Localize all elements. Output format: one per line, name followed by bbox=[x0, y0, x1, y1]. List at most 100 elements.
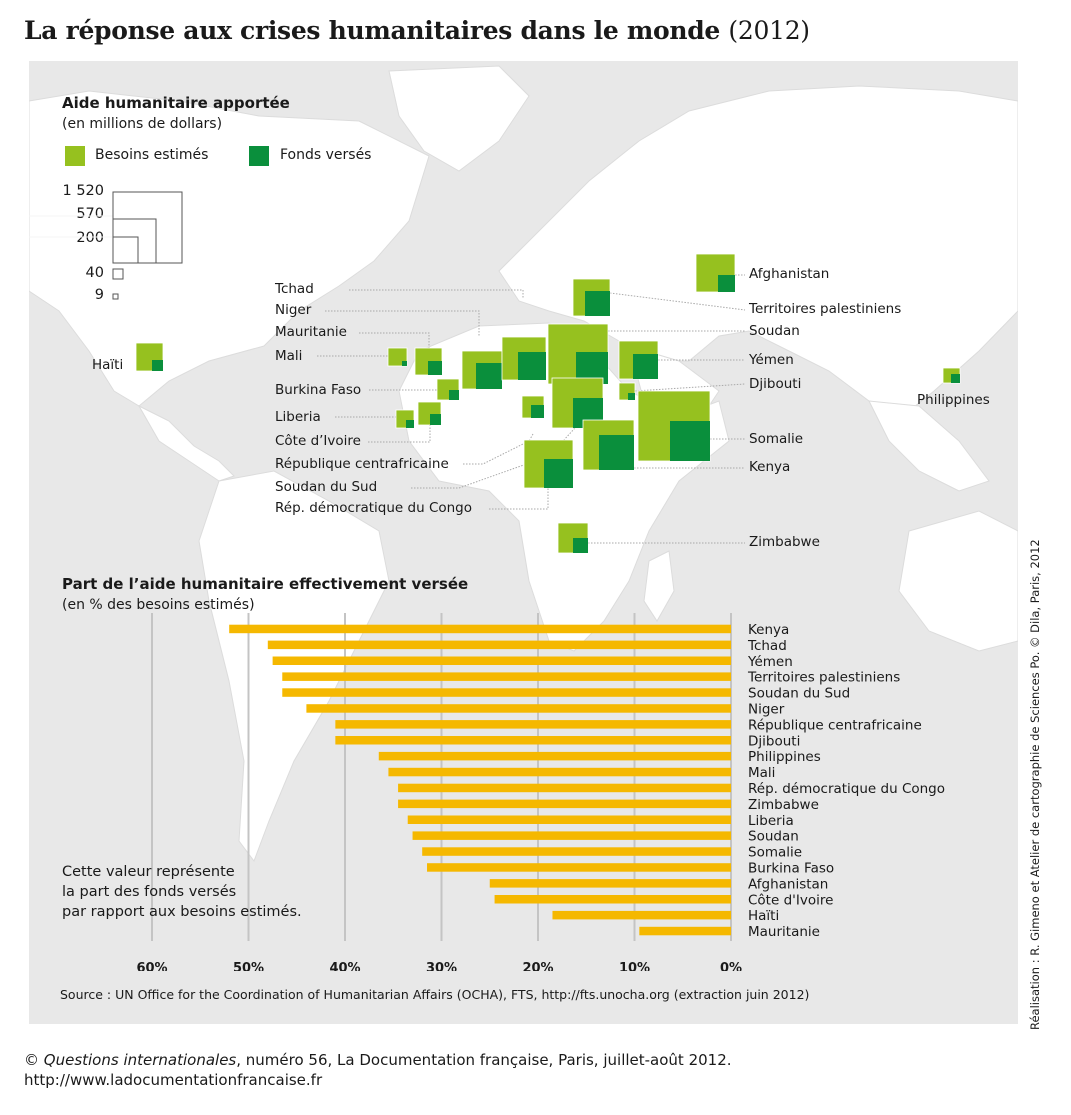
label-cote-divoire: Côte d’Ivoire bbox=[275, 433, 361, 449]
bar-7 bbox=[335, 736, 731, 745]
category-label-14: Somalie bbox=[748, 845, 802, 861]
category-label-18: Haïti bbox=[748, 908, 779, 924]
bar-13 bbox=[412, 831, 731, 840]
legend-label-needs: Besoins estimés bbox=[95, 147, 209, 163]
bar-14 bbox=[422, 847, 731, 856]
tick-label-4: 20% bbox=[522, 961, 553, 971]
tick-label-2: 40% bbox=[329, 961, 360, 971]
label-philippines: Philippines bbox=[917, 392, 990, 408]
tick-label-3: 30% bbox=[426, 961, 457, 971]
leader-line bbox=[349, 289, 524, 298]
category-label-11: Zimbabwe bbox=[748, 797, 819, 813]
australia-landmass bbox=[898, 510, 1018, 652]
bar-4 bbox=[282, 688, 731, 697]
category-label-1: Tchad bbox=[747, 638, 787, 654]
funds-square-niger bbox=[476, 363, 502, 389]
tick-label-6: 0% bbox=[720, 961, 742, 971]
scale-label-200: 200 bbox=[76, 230, 104, 246]
funds-square-afghanistan bbox=[718, 275, 735, 292]
bar-16 bbox=[489, 879, 731, 888]
category-label-10: Rép. démocratique du Congo bbox=[748, 781, 945, 797]
southeast-asia-landmass bbox=[868, 400, 990, 492]
map-panel: Aide humanitaire apportée (en millions d… bbox=[29, 61, 1018, 1024]
category-label-12: Liberia bbox=[748, 813, 794, 829]
scale-square-200 bbox=[112, 236, 139, 264]
bar-12 bbox=[407, 815, 731, 824]
bar-19 bbox=[639, 926, 731, 936]
note-line-3: par rapport aux besoins estimés. bbox=[62, 904, 302, 920]
label-territoires-palestiniens: Territoires palestiniens bbox=[749, 301, 902, 317]
category-label-4: Soudan du Sud bbox=[748, 686, 850, 702]
funds-square-cote-divoire bbox=[430, 414, 441, 425]
bar-2 bbox=[272, 656, 731, 665]
bar-0 bbox=[229, 624, 731, 634]
label-tchad: Tchad bbox=[275, 281, 314, 297]
note-line-2: la part des fonds versés bbox=[62, 884, 237, 900]
leader-line bbox=[368, 425, 431, 443]
category-label-2: Yémen bbox=[747, 654, 793, 670]
title-year: (2012) bbox=[728, 16, 810, 45]
leader-line bbox=[634, 383, 746, 392]
label-burkina-faso: Burkina Faso bbox=[275, 382, 362, 398]
chart-title: Part de l’aide humanitaire effectivement… bbox=[62, 575, 469, 593]
bar-5 bbox=[306, 704, 731, 713]
bar-10 bbox=[398, 783, 731, 793]
label-rdc: Rép. démocratique du Congo bbox=[275, 500, 473, 516]
funds-square-mali bbox=[402, 361, 407, 366]
funds-square-burkina-faso bbox=[449, 390, 459, 400]
central-america-landmass bbox=[137, 404, 235, 482]
chart-subtitle: (en % des besoins estimés) bbox=[62, 597, 255, 613]
funds-square-tchad bbox=[518, 352, 546, 380]
tick-label-0: 60% bbox=[136, 961, 167, 971]
tick-label-5: 10% bbox=[619, 961, 650, 971]
copyright-block: © Questions internationales, numéro 56, … bbox=[24, 1050, 732, 1090]
label-somalie: Somalie bbox=[749, 431, 804, 447]
bar-8 bbox=[378, 751, 731, 761]
category-label-13: Soudan bbox=[748, 829, 799, 845]
label-haiti: Haïti bbox=[92, 357, 124, 373]
source-text: Source : UN Office for the Coordination … bbox=[60, 987, 810, 1002]
title-main: La réponse aux crises humanitaires dans … bbox=[24, 16, 721, 45]
label-djibouti: Djibouti bbox=[749, 376, 802, 392]
legend-swatch-funds bbox=[249, 146, 269, 166]
funds-square-philippines bbox=[951, 374, 960, 383]
leader-line bbox=[463, 433, 534, 465]
scale-label-40: 40 bbox=[85, 265, 104, 281]
label-liberia: Liberia bbox=[275, 409, 321, 425]
figure-title: La réponse aux crises humanitaires dans … bbox=[24, 16, 810, 45]
bar-17 bbox=[494, 895, 731, 904]
funds-square-somalie bbox=[670, 421, 710, 461]
category-label-5: Niger bbox=[748, 701, 785, 717]
leader-line bbox=[359, 332, 430, 348]
label-soudan-du-sud: Soudan du Sud bbox=[275, 479, 378, 495]
madagascar-landmass bbox=[643, 550, 675, 622]
leader-line bbox=[609, 292, 746, 311]
category-label-7: Djibouti bbox=[748, 733, 800, 749]
label-yemen: Yémen bbox=[749, 352, 794, 368]
credit-text: Réalisation : R. Gimeno et Atelier de ca… bbox=[1028, 539, 1042, 1030]
south-america-landmass bbox=[198, 470, 390, 863]
greenland-landmass bbox=[388, 65, 530, 172]
chart-note: Cette valeur représente la part des fond… bbox=[62, 862, 302, 922]
bar-18 bbox=[552, 910, 731, 920]
country-squares bbox=[135, 253, 961, 554]
funds-square-mauritanie bbox=[428, 361, 442, 375]
scale-squares bbox=[29, 191, 183, 300]
scale-label-1520: 1 520 bbox=[62, 183, 104, 199]
publisher-url[interactable]: http://www.ladocumentationfrancaise.fr bbox=[24, 1071, 323, 1089]
label-zimbabwe: Zimbabwe bbox=[749, 534, 820, 550]
map-heading: Aide humanitaire apportée bbox=[62, 94, 290, 112]
bar-6 bbox=[335, 720, 731, 729]
copyright-line: © Questions internationales, numéro 56, … bbox=[24, 1050, 732, 1070]
category-label-17: Côte d'Ivoire bbox=[748, 892, 833, 908]
north-america-landmass bbox=[29, 90, 430, 407]
category-label-0: Kenya bbox=[748, 622, 789, 638]
map-subheading: (en millions de dollars) bbox=[62, 116, 223, 132]
funds-square-liberia bbox=[406, 420, 414, 428]
bar-11 bbox=[398, 799, 731, 809]
funds-square-haiti bbox=[152, 360, 163, 371]
funds-square-zimbabwe bbox=[573, 538, 588, 553]
scale-label-570: 570 bbox=[76, 206, 104, 222]
label-rep-centrafricaine: République centrafricaine bbox=[275, 456, 449, 472]
funds-square-territoires-palestiniens bbox=[585, 291, 610, 316]
